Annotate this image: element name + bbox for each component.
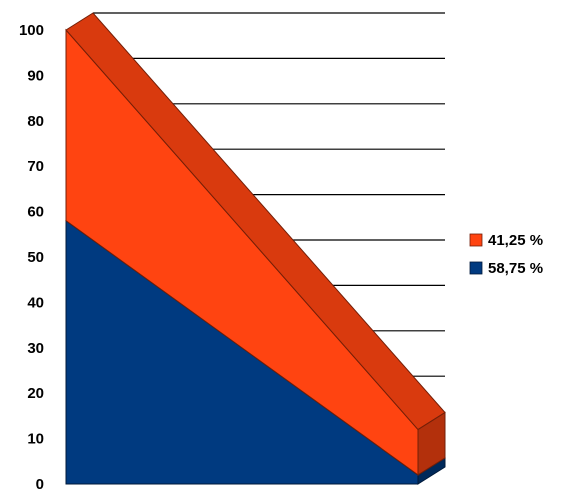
y-tick-label-40: 40	[27, 294, 44, 311]
y-tick-label-20: 20	[27, 385, 44, 402]
y-tick-label-90: 90	[27, 67, 44, 84]
legend-label-1: 41,25 %	[488, 232, 543, 249]
plot-area	[65, 12, 446, 485]
y-tick-label-50: 50	[27, 249, 44, 266]
y-tick-label-80: 80	[27, 113, 44, 130]
y-tick-label-100: 100	[19, 22, 44, 39]
y-tick-label-60: 60	[27, 204, 44, 221]
y-tick-label-0: 0	[36, 476, 44, 492]
y-tick-label-30: 30	[27, 340, 44, 357]
y-axis: 0 10 20 30 40 50 60 70 80 90 100	[19, 22, 44, 492]
y-tick-label-70: 70	[27, 158, 44, 175]
area-side-face-1	[417, 411, 446, 476]
legend-label-0: 58,75 %	[488, 260, 543, 277]
legend: 41,25 % 58,75 %	[469, 232, 543, 277]
legend-swatch-1	[469, 233, 483, 247]
y-tick-label-10: 10	[27, 431, 44, 448]
legend-swatch-0	[469, 261, 483, 275]
